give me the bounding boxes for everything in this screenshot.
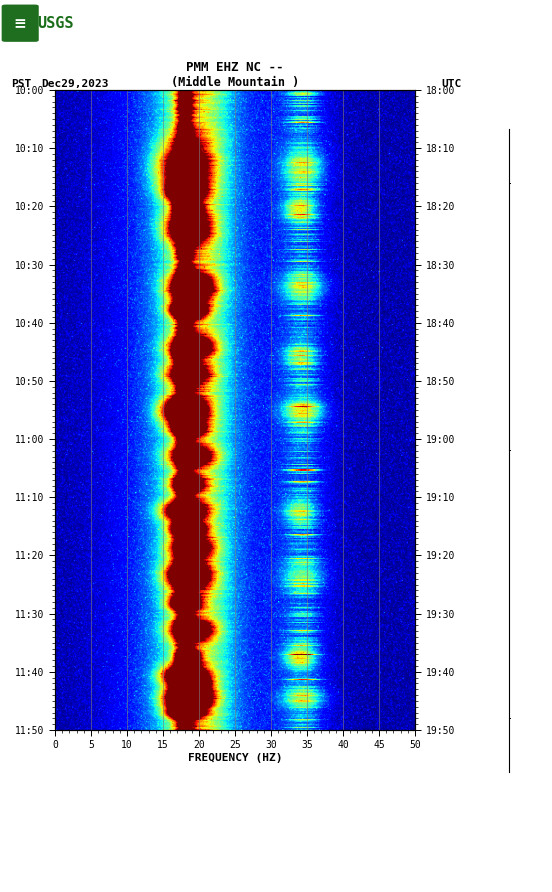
Text: USGS: USGS bbox=[38, 16, 74, 30]
FancyBboxPatch shape bbox=[2, 4, 39, 42]
Text: PST: PST bbox=[11, 79, 31, 89]
X-axis label: FREQUENCY (HZ): FREQUENCY (HZ) bbox=[188, 753, 282, 764]
Text: UTC: UTC bbox=[442, 79, 462, 89]
Text: (Middle Mountain ): (Middle Mountain ) bbox=[171, 76, 299, 89]
Text: Dec29,2023: Dec29,2023 bbox=[41, 79, 109, 89]
Text: ≡: ≡ bbox=[14, 16, 26, 30]
Text: PMM EHZ NC --: PMM EHZ NC -- bbox=[186, 61, 284, 74]
